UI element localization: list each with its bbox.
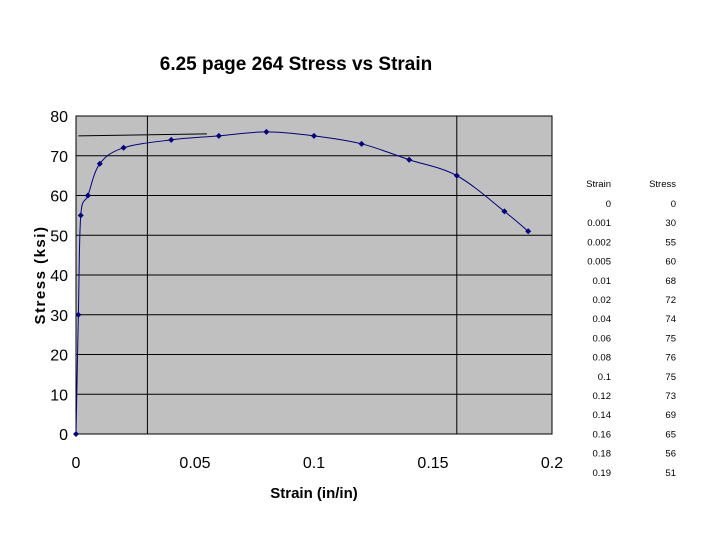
table-header-stress: Stress xyxy=(649,179,676,190)
table-cell: 56 xyxy=(665,449,676,460)
table-cell: 73 xyxy=(665,391,676,402)
table-cell: 0.04 xyxy=(593,314,612,325)
table-cell: 0.18 xyxy=(593,449,612,460)
data-point xyxy=(84,192,91,199)
y-tick-label: 80 xyxy=(50,109,68,126)
table-cell: 0.14 xyxy=(593,410,612,421)
data-table: Strain Stress 0 0 0.001 30 0.002 55 0.005 60 0.01 6… xyxy=(586,179,676,479)
data-point xyxy=(73,431,79,437)
table-cell: 55 xyxy=(665,237,676,248)
x-tick-label: 0.05 xyxy=(179,455,210,472)
data-point xyxy=(77,212,84,219)
data-point xyxy=(406,156,413,163)
x-tick-label: 0.15 xyxy=(417,455,448,472)
y-axis-ticks: 0 10 20 30 40 50 60 70 80 xyxy=(50,109,68,444)
table-cell: 0.08 xyxy=(593,353,612,364)
x-tick-label: 0 xyxy=(72,455,81,472)
table-cell: 74 xyxy=(665,314,676,325)
data-point xyxy=(453,172,460,179)
table-cell: 68 xyxy=(665,276,676,287)
y-tick-label: 70 xyxy=(50,149,68,166)
grid-lines xyxy=(76,155,552,395)
data-point xyxy=(501,208,508,215)
y-axis-title: Stress (ksi) xyxy=(32,226,49,325)
table-cell: 0.001 xyxy=(587,218,611,229)
yield-line xyxy=(78,133,207,137)
data-point xyxy=(75,311,82,318)
data-point xyxy=(215,132,222,139)
table-cell: 0 xyxy=(671,199,676,210)
x-axis-ticks: 0 0.05 0.1 0.15 0.2 xyxy=(72,455,564,472)
table-cell: 0.01 xyxy=(593,276,612,287)
table-cell: 0.005 xyxy=(587,257,611,268)
data-point xyxy=(358,140,365,147)
table-cell: 0 xyxy=(606,199,611,210)
x-tick-label: 0.1 xyxy=(303,455,325,472)
chart-title: 6.25 page 264 Stress vs Strain xyxy=(160,54,433,75)
data-point xyxy=(525,228,532,235)
y-tick-label: 10 xyxy=(50,387,68,404)
table-cell: 72 xyxy=(665,295,676,306)
data-point xyxy=(168,136,175,143)
y-tick-label: 30 xyxy=(50,308,68,325)
table-cell: 75 xyxy=(665,372,676,383)
y-tick-label: 20 xyxy=(50,348,68,365)
y-tick-label: 60 xyxy=(50,189,68,206)
table-cell: 51 xyxy=(665,468,676,479)
y-tick-label: 0 xyxy=(59,427,68,444)
table-cell: 69 xyxy=(665,410,676,421)
table-cell: 76 xyxy=(665,353,676,364)
table-cell: 0.06 xyxy=(593,333,612,344)
table-cell: 0.12 xyxy=(593,391,612,402)
x-axis-title: Strain (in/in) xyxy=(270,485,358,502)
x-tick-label: 0.2 xyxy=(541,455,563,472)
data-point xyxy=(311,132,317,139)
table-cell: 30 xyxy=(665,218,676,229)
table-cell: 60 xyxy=(665,257,676,268)
table-cell: 0.1 xyxy=(598,372,611,383)
reference-lines xyxy=(78,116,458,434)
table-cell: 0.002 xyxy=(587,237,611,248)
table-header-strain: Strain xyxy=(586,179,611,190)
y-tick-label: 50 xyxy=(50,228,68,245)
table-cell: 0.16 xyxy=(593,429,612,440)
data-point xyxy=(96,160,103,167)
table-cell: 0.02 xyxy=(593,295,612,306)
table-cell: 65 xyxy=(665,429,676,440)
series-points xyxy=(73,128,532,437)
data-point xyxy=(263,128,270,135)
y-tick-label: 40 xyxy=(50,268,68,285)
table-cell: 75 xyxy=(665,333,676,344)
data-point xyxy=(120,144,127,151)
table-cell: 0.19 xyxy=(593,468,612,479)
